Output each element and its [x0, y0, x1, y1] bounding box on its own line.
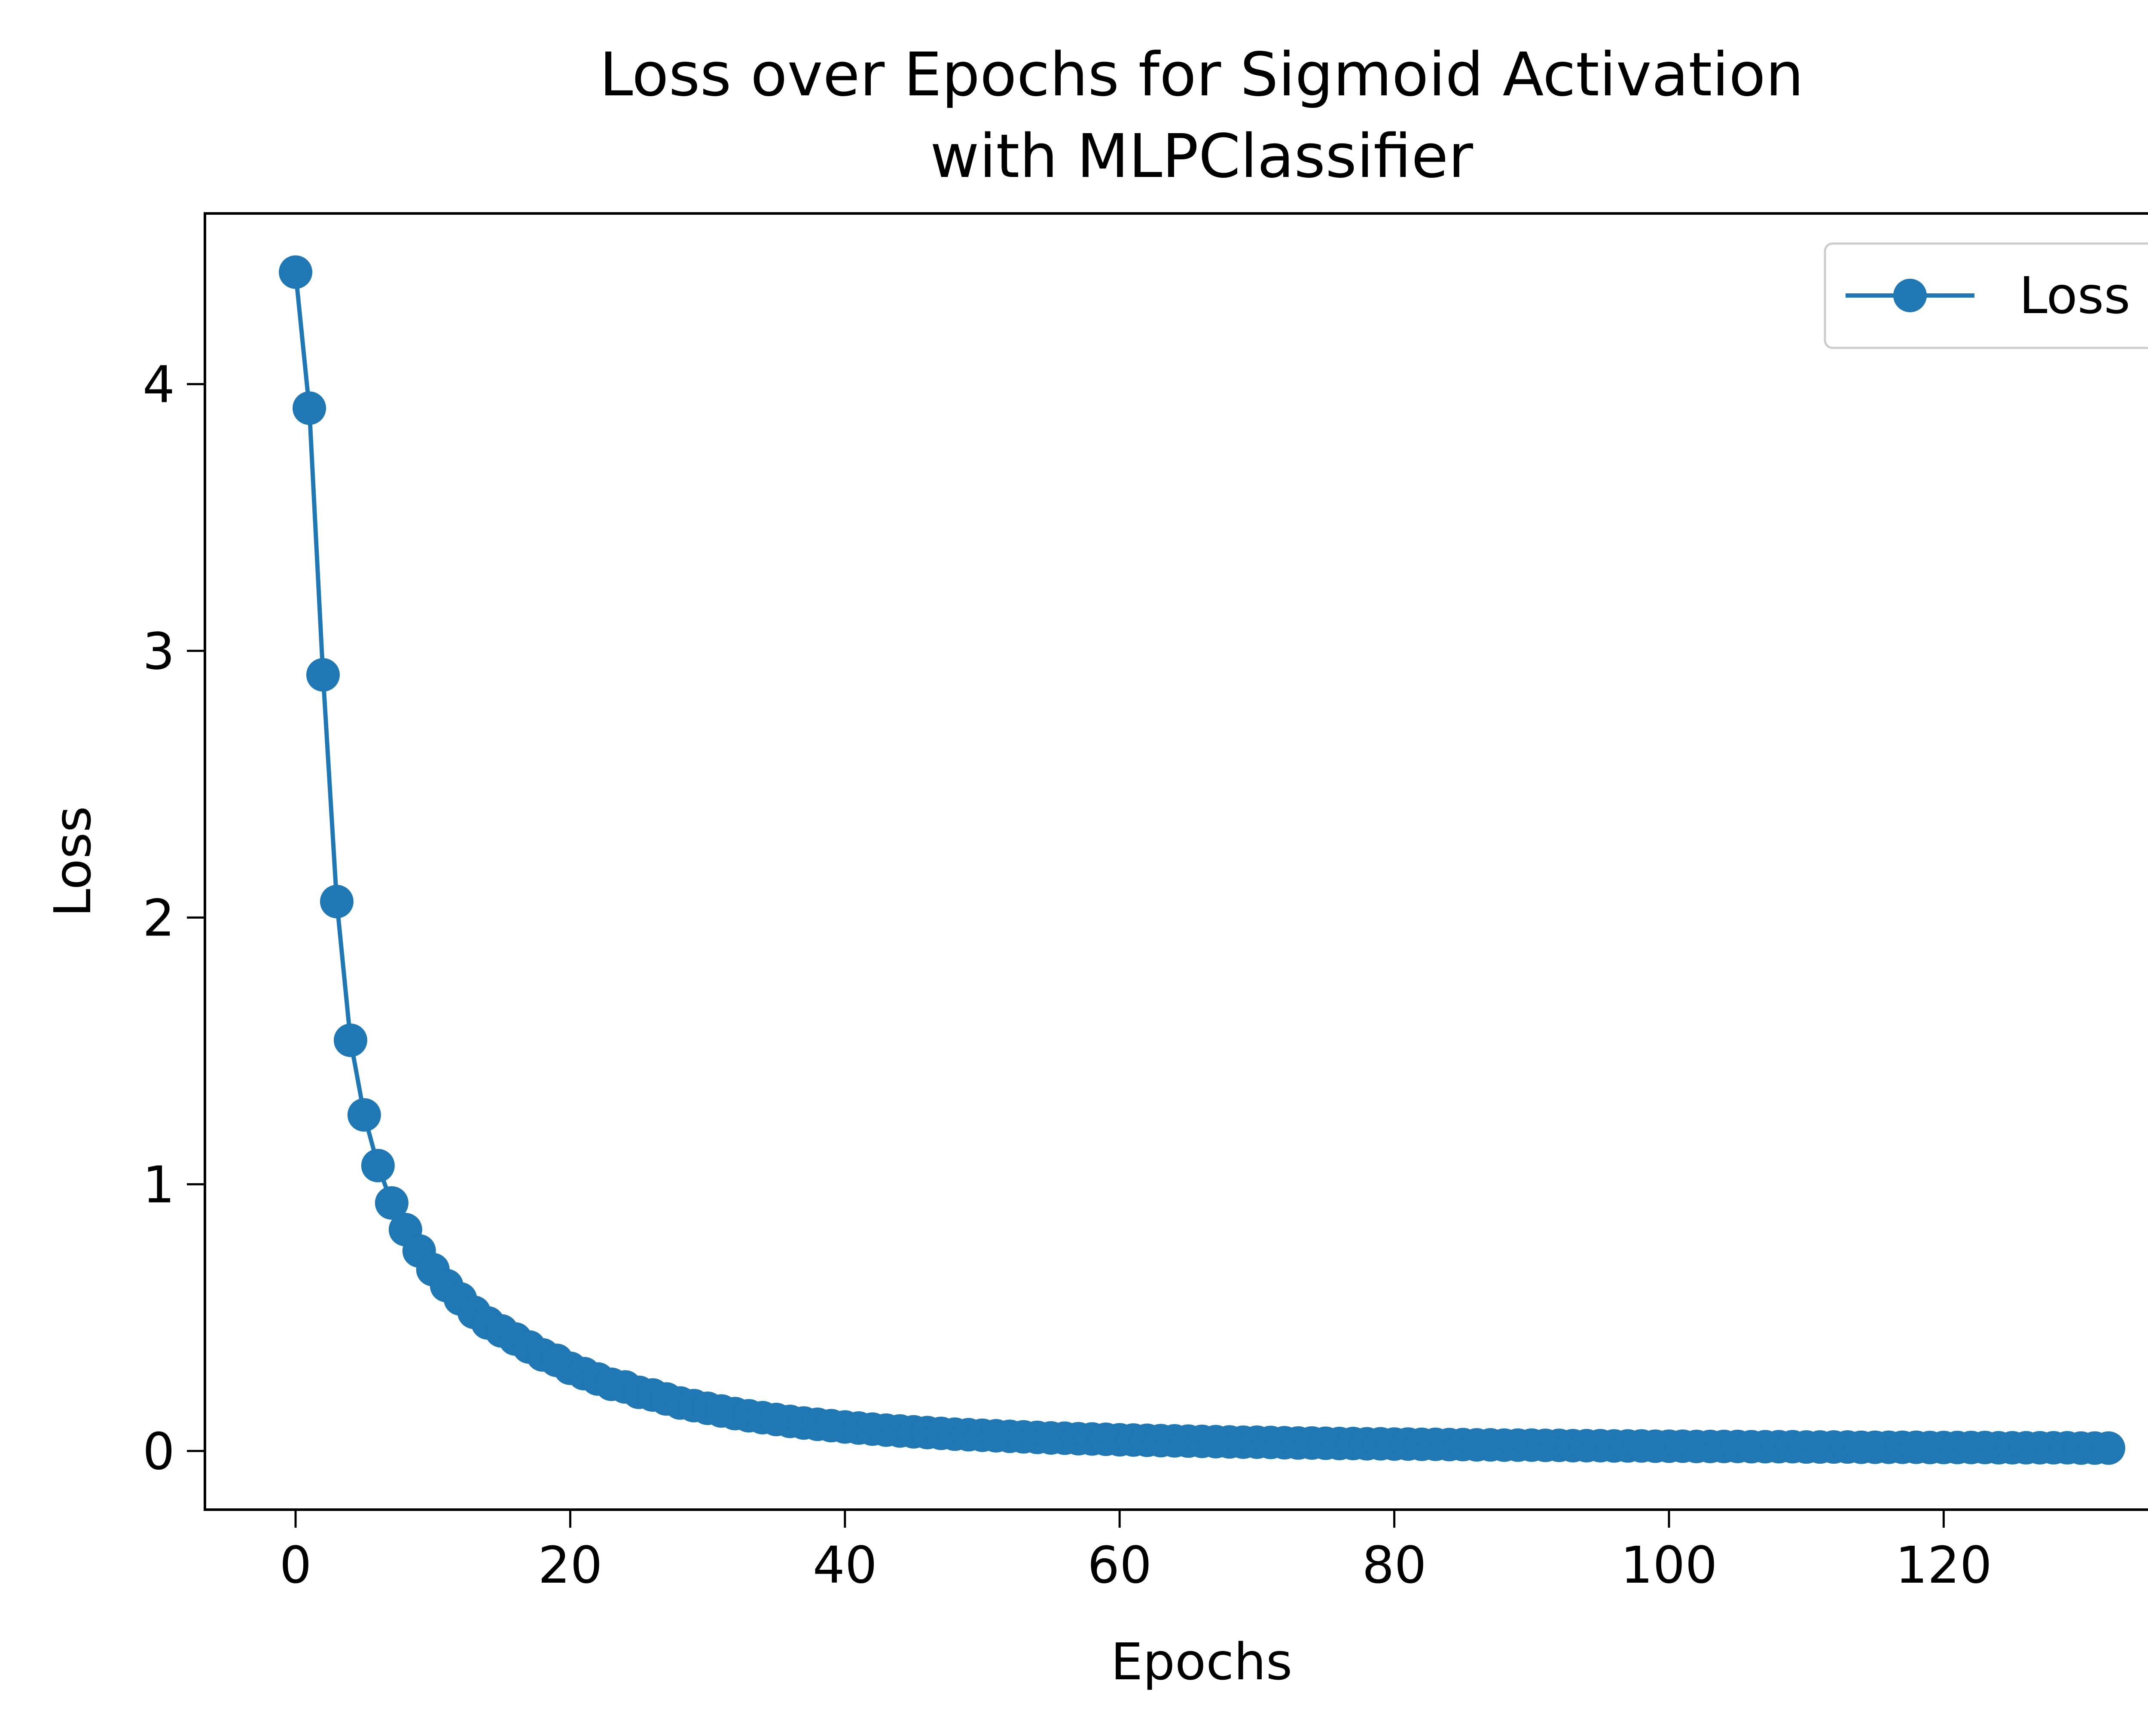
data-point [320, 885, 354, 919]
legend: Loss [1824, 242, 2148, 349]
plot-area [279, 255, 2125, 1465]
x-tick-label: 60 [1087, 1535, 1152, 1595]
data-point [279, 255, 312, 289]
data-point [361, 1148, 395, 1182]
data-point [293, 391, 326, 425]
x-axis-label: Epochs [1111, 1632, 1293, 1691]
x-axis-ticks: 0 20 40 60 80 100 120 [279, 1510, 1992, 1595]
y-tick-label: 3 [143, 621, 175, 681]
x-tick-label: 40 [813, 1535, 877, 1595]
chart-title-line-1: Loss over Epochs for Sigmoid Activation [599, 40, 1803, 110]
data-point [333, 1023, 367, 1057]
x-tick-label: 0 [279, 1535, 311, 1595]
data-point [375, 1186, 409, 1220]
x-tick-label: 20 [538, 1535, 602, 1595]
data-point [306, 658, 340, 692]
data-point [347, 1098, 381, 1132]
y-tick-label: 2 [143, 888, 175, 947]
y-axis-label: Loss [43, 806, 102, 917]
y-tick-label: 0 [143, 1422, 175, 1481]
data-point [2092, 1431, 2125, 1465]
y-tick-label: 1 [143, 1155, 175, 1214]
legend-box [1824, 242, 2148, 349]
y-tick-label: 4 [143, 355, 175, 414]
legend-label-loss: Loss [2019, 266, 2130, 325]
x-tick-label: 120 [1895, 1535, 1992, 1595]
plot-frame [204, 212, 2148, 1511]
legend-marker-sample [1893, 279, 1927, 312]
chart-title-line-2: with MLPClassifier [930, 122, 1473, 192]
x-tick-label: 100 [1620, 1535, 1717, 1595]
x-tick-label: 80 [1362, 1535, 1426, 1595]
y-axis-ticks: 0 1 2 3 4 [143, 355, 205, 1481]
